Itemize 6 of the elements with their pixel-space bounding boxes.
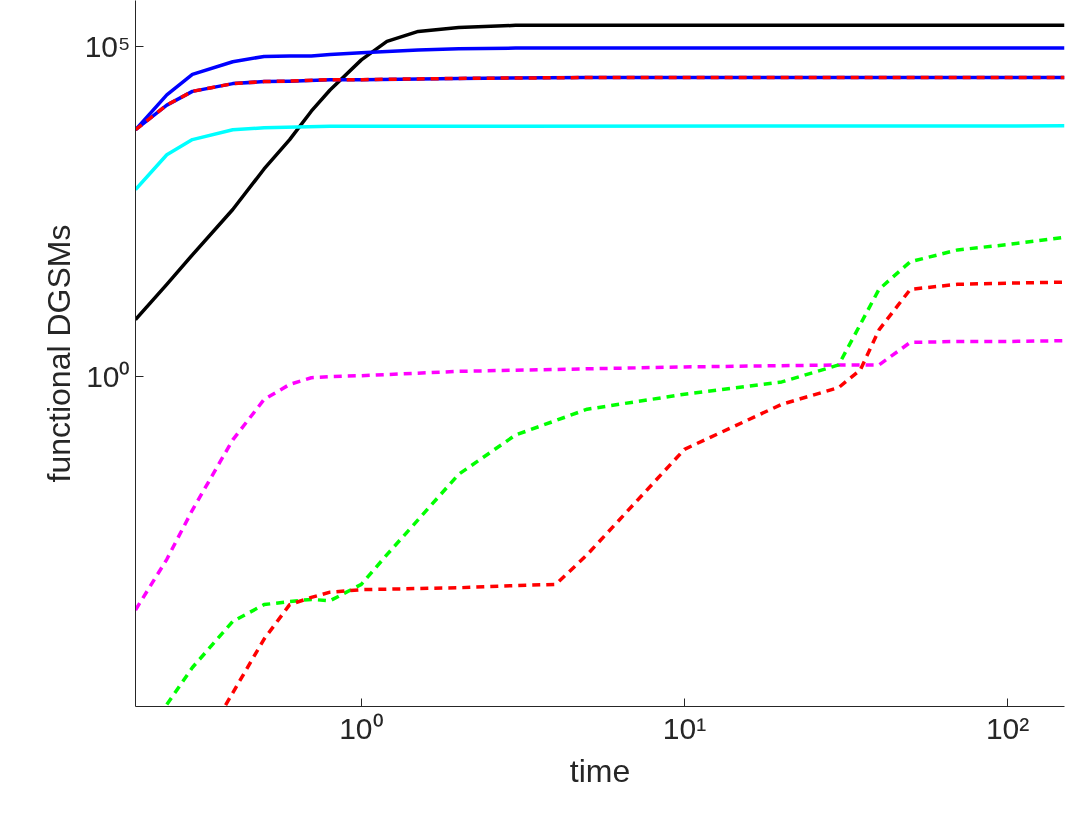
x-tick-label: 10² bbox=[985, 711, 1030, 745]
x-axis-title: time bbox=[569, 752, 631, 789]
x-tick-label: 10⁰ bbox=[339, 711, 384, 745]
x-tick-label: 10¹ bbox=[662, 711, 707, 745]
y-tick-label: 10⁵ bbox=[84, 30, 131, 64]
y-axis-title: functional DGSMs bbox=[40, 224, 77, 483]
